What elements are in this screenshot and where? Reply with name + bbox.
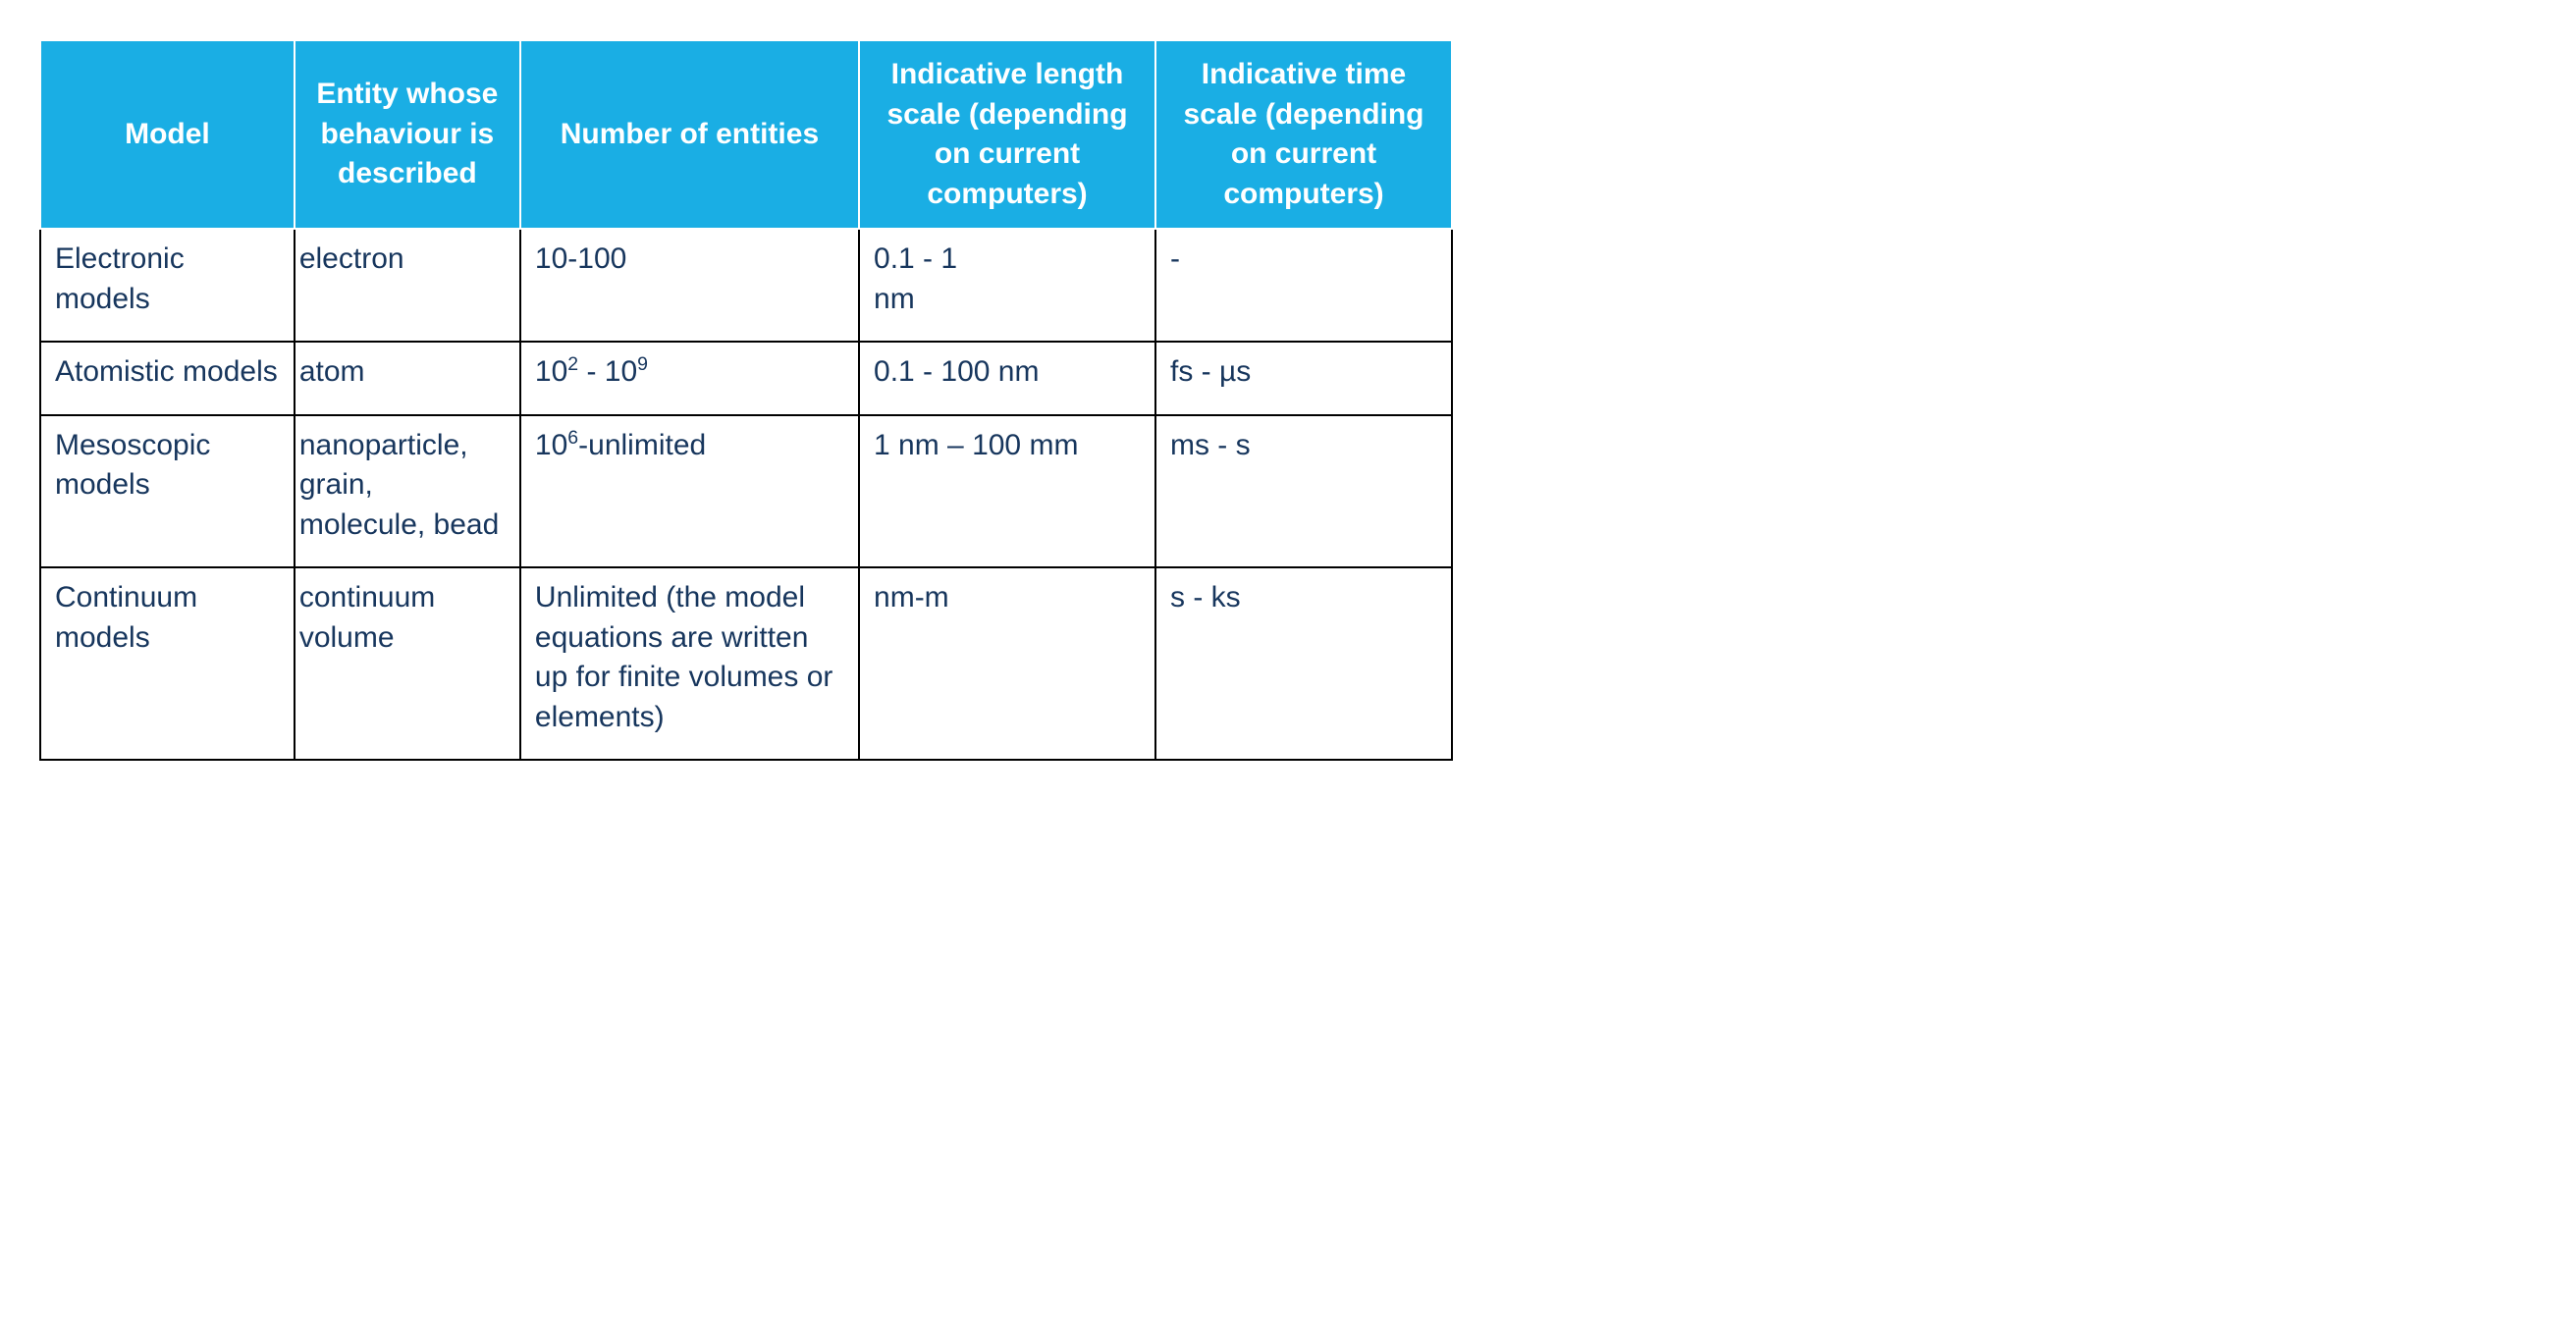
cell-number: Unlimited (the model equations are writt… [520, 567, 859, 760]
cell-length: 1 nm – 100 mm [859, 415, 1155, 568]
cell-number: 106-unlimited [520, 415, 859, 568]
cell-entity: atom [295, 342, 520, 415]
cell-model: Electronic models [40, 229, 295, 342]
th-number: Number of entities [520, 40, 859, 229]
cell-time: s - ks [1155, 567, 1452, 760]
cell-model: Atomistic models [40, 342, 295, 415]
table-row: Electronic models electron 10-100 0.1 - … [40, 229, 1452, 342]
table-row: Atomistic models atom 102 - 109 0.1 - 10… [40, 342, 1452, 415]
cell-number: 10-100 [520, 229, 859, 342]
cell-number: 102 - 109 [520, 342, 859, 415]
cell-length: 0.1 - 100 nm [859, 342, 1155, 415]
cell-length: 0.1 - 1nm [859, 229, 1155, 342]
cell-time: - [1155, 229, 1452, 342]
th-entity: Entity whose behaviour is described [295, 40, 520, 229]
cell-length: nm-m [859, 567, 1155, 760]
cell-model: Mesoscopic models [40, 415, 295, 568]
th-length: Indicative length scale (depending on cu… [859, 40, 1155, 229]
cell-model: Continuum models [40, 567, 295, 760]
cell-entity: continuum volume [295, 567, 520, 760]
cell-time: ms - s [1155, 415, 1452, 568]
th-time: Indicative time scale (depending on curr… [1155, 40, 1452, 229]
models-table: Model Entity whose behaviour is describe… [39, 39, 1453, 761]
th-model: Model [40, 40, 295, 229]
cell-entity: nanoparticle, grain, molecule, bead [295, 415, 520, 568]
table-row: Continuum models continuum volume Unlimi… [40, 567, 1452, 760]
cell-entity: electron [295, 229, 520, 342]
table-body: Electronic models electron 10-100 0.1 - … [40, 229, 1452, 760]
cell-time: fs - µs [1155, 342, 1452, 415]
table-row: Mesoscopic models nanoparticle, grain, m… [40, 415, 1452, 568]
table-header-row: Model Entity whose behaviour is describe… [40, 40, 1452, 229]
